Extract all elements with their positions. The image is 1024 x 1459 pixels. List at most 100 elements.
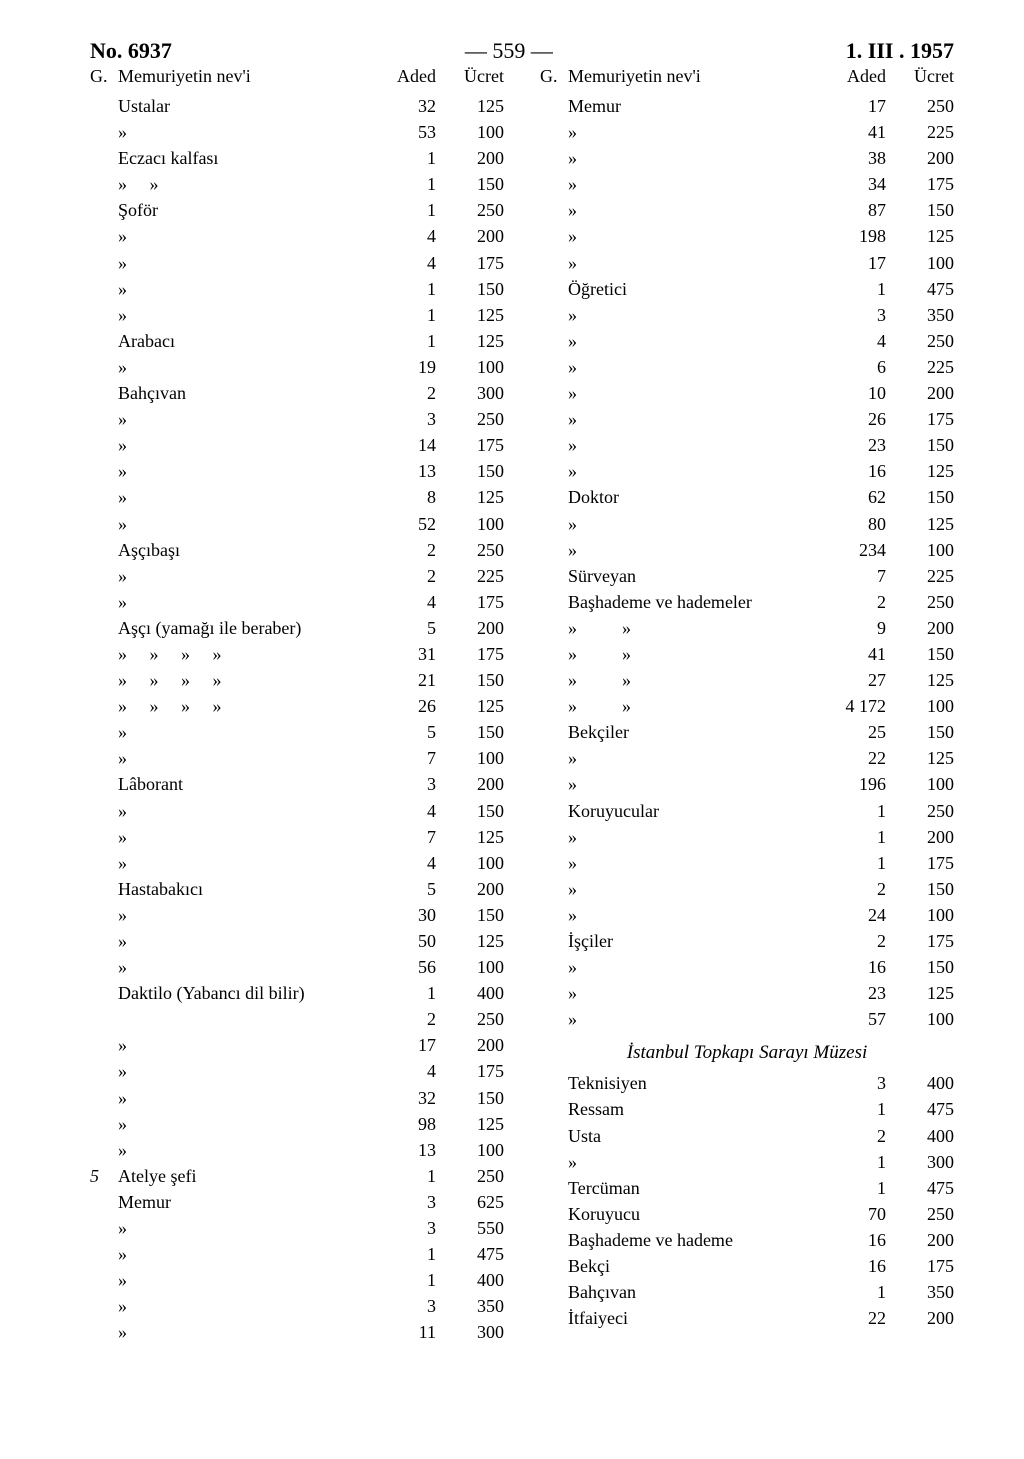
row-ucret: 200 — [436, 771, 504, 797]
row-g — [540, 1279, 568, 1305]
table-row: » »1150 — [90, 171, 504, 197]
row-name: » — [118, 1085, 384, 1111]
row-name: Atelye şefi — [118, 1163, 384, 1189]
row-ucret: 250 — [886, 589, 954, 615]
row-name: » — [568, 145, 834, 171]
row-g — [540, 954, 568, 980]
row-name: Tercüman — [568, 1175, 834, 1201]
row-ucret: 150 — [436, 171, 504, 197]
table-row: »4250 — [540, 328, 954, 354]
table-row: »24100 — [540, 902, 954, 928]
row-name: » — [118, 406, 384, 432]
row-g — [90, 589, 118, 615]
row-aded: 4 — [384, 850, 436, 876]
row-aded: 19 — [384, 354, 436, 380]
table-row: Öğretici1475 — [540, 276, 954, 302]
row-aded: 17 — [834, 250, 886, 276]
row-ucret: 175 — [886, 928, 954, 954]
row-aded: 30 — [384, 902, 436, 928]
row-aded: 1 — [384, 1163, 436, 1189]
row-g — [90, 250, 118, 276]
row-g — [90, 1006, 118, 1032]
header-center: — 559 — — [465, 40, 553, 62]
row-name: » — [118, 902, 384, 928]
row-ucret: 100 — [436, 850, 504, 876]
table-row: »1400 — [90, 1267, 504, 1293]
row-name: » — [568, 980, 834, 1006]
colhdr-ucret: Ücret — [886, 66, 954, 87]
table-row: »52100 — [90, 511, 504, 537]
row-ucret: 100 — [886, 1006, 954, 1032]
row-aded: 70 — [834, 1201, 886, 1227]
row-g — [540, 119, 568, 145]
row-g — [540, 302, 568, 328]
row-ucret: 175 — [436, 1058, 504, 1084]
row-g — [540, 537, 568, 563]
row-ucret: 550 — [436, 1215, 504, 1241]
row-aded: 3 — [834, 302, 886, 328]
row-aded: 41 — [834, 641, 886, 667]
row-name: » — [568, 119, 834, 145]
row-g — [90, 693, 118, 719]
row-name: Öğretici — [568, 276, 834, 302]
row-name: » — [568, 302, 834, 328]
table-row: »1300 — [540, 1149, 954, 1175]
row-g — [90, 1032, 118, 1058]
row-ucret: 175 — [436, 641, 504, 667]
row-g — [540, 406, 568, 432]
row-aded: 1 — [384, 302, 436, 328]
row-ucret: 100 — [886, 771, 954, 797]
row-name: Bahçıvan — [568, 1279, 834, 1305]
row-g — [540, 1201, 568, 1227]
row-name: Usta — [568, 1123, 834, 1149]
row-name: » — [118, 589, 384, 615]
row-name: » — [118, 484, 384, 510]
table-row: Bahçıvan1350 — [540, 1279, 954, 1305]
row-name: » — [118, 1267, 384, 1293]
table-row: »3350 — [540, 302, 954, 328]
row-g — [90, 902, 118, 928]
row-aded: 1 — [834, 1279, 886, 1305]
row-ucret: 475 — [886, 1175, 954, 1201]
row-ucret: 125 — [436, 93, 504, 119]
row-name: » » — [118, 171, 384, 197]
table-row: »3350 — [90, 1293, 504, 1319]
row-aded: 13 — [384, 458, 436, 484]
row-g — [540, 1006, 568, 1032]
row-name: » — [118, 511, 384, 537]
row-name: Aşçı (yamağı ile beraber) — [118, 615, 384, 641]
row-name: Bekçiler — [568, 719, 834, 745]
table-row: »1200 — [540, 824, 954, 850]
table-row: İtfaiyeci22200 — [540, 1305, 954, 1331]
left-column-header: G. Memuriyetin nev'i Aded Ücret — [90, 66, 504, 87]
row-g — [540, 798, 568, 824]
row-g — [90, 1058, 118, 1084]
row-ucret: 125 — [436, 484, 504, 510]
row-g — [540, 1305, 568, 1331]
row-ucret: 175 — [886, 850, 954, 876]
row-aded: 16 — [834, 1253, 886, 1279]
row-aded: 1 — [384, 328, 436, 354]
row-aded: 13 — [384, 1137, 436, 1163]
row-ucret: 150 — [886, 197, 954, 223]
row-ucret: 125 — [886, 745, 954, 771]
row-ucret: 150 — [886, 876, 954, 902]
row-aded: 2 — [384, 1006, 436, 1032]
row-ucret: 200 — [886, 1305, 954, 1331]
row-ucret: 250 — [436, 537, 504, 563]
row-ucret: 175 — [436, 589, 504, 615]
row-aded: 17 — [384, 1032, 436, 1058]
table-row: » »4 172100 — [540, 693, 954, 719]
row-ucret: 200 — [886, 380, 954, 406]
row-aded: 9 — [834, 615, 886, 641]
row-aded: 4 — [384, 798, 436, 824]
table-row: »5150 — [90, 719, 504, 745]
row-ucret: 225 — [886, 119, 954, 145]
row-name: » — [118, 458, 384, 484]
row-ucret: 250 — [886, 328, 954, 354]
row-ucret: 350 — [886, 302, 954, 328]
row-aded: 52 — [384, 511, 436, 537]
row-g — [90, 511, 118, 537]
table-row: »2150 — [540, 876, 954, 902]
table-row: »57100 — [540, 1006, 954, 1032]
